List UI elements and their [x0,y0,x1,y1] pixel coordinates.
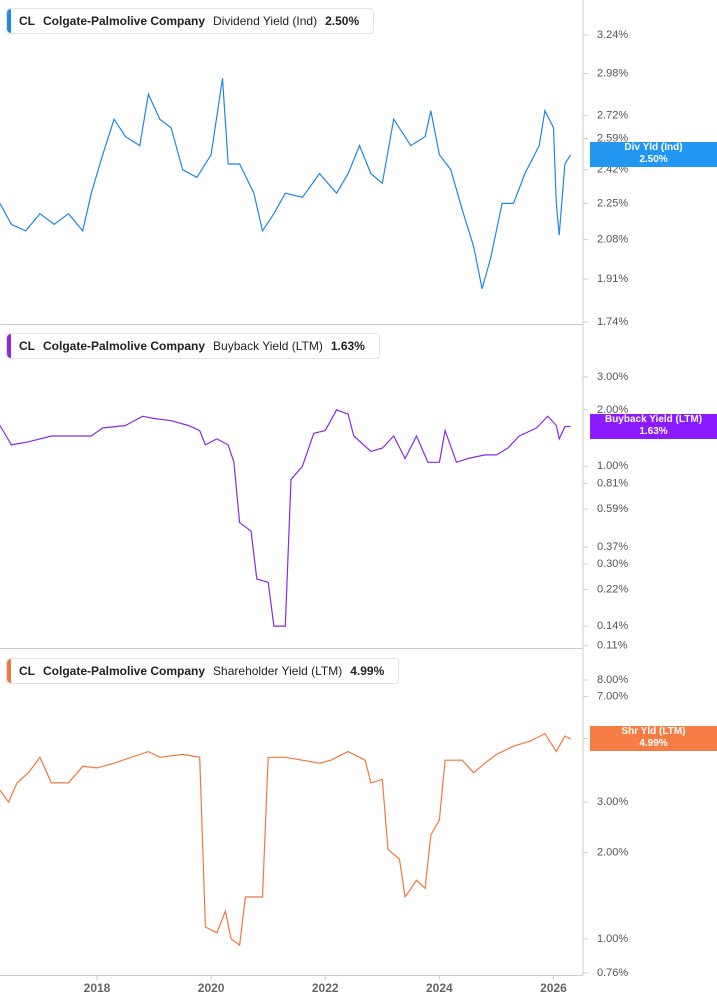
y-tick-label: 0.11% [597,640,628,652]
line-series [0,732,571,947]
metric-title: Shareholder Yield (LTM) [213,664,343,678]
x-tick-label: 2018 [84,981,111,995]
ticker: CL [19,664,35,678]
tag-value: 4.99% [639,738,668,750]
legend-header: CL Colgate-Palmolive Company Buyback Yield… [6,333,380,359]
y-tick-label: 1.91% [597,273,628,285]
y-tick-label: 2.25% [597,197,628,209]
current-value: 4.99% [350,664,385,678]
x-tick-label: 2026 [540,981,567,995]
x-tick-label: 2020 [198,981,225,995]
line-series [0,409,571,627]
y-tick-label: 0.81% [597,477,628,489]
legend-color-bar [7,659,11,683]
y-tick-label: 2.98% [597,68,628,80]
y-tick-label: 8.00% [597,674,628,686]
tag-value: 2.50% [639,154,668,166]
y-tick-label: 0.30% [597,558,628,570]
current-value-tag: Div Yld (Ind) 2.50% [590,142,717,168]
y-tick-label: 0.37% [597,541,628,553]
current-value: 2.50% [325,14,360,28]
y-tick-label: 0.22% [597,583,628,595]
y-tick-label: 0.76% [597,967,628,979]
y-tick-label: 2.59% [597,132,628,144]
tag-name: Buyback Yield (LTM) [604,414,703,426]
metric-title: Buyback Yield (LTM) [213,339,323,353]
y-tick-label: 0.59% [597,503,628,515]
tag-name: Div Yld (Ind) [624,142,683,154]
y-tick-label: 1.00% [597,460,628,472]
legend-color-bar [7,334,11,358]
ticker: CL [19,339,35,353]
tag-name: Shr Yld (LTM) [621,726,686,738]
y-tick-label: 7.00% [597,691,628,703]
legend-header: CL Colgate-Palmolive Company Dividend Yiel… [6,8,375,34]
company-name: Colgate-Palmolive Company [43,339,206,353]
y-tick-label: 2.08% [597,234,628,246]
x-tick-label: 2022 [312,981,339,995]
y-tick-label: 1.74% [597,316,628,328]
legend-color-bar [7,9,11,33]
current-value: 1.63% [330,339,365,353]
ticker: CL [19,14,35,28]
company-name: Colgate-Palmolive Company [43,664,206,678]
x-tick-label: 2024 [426,981,453,995]
y-tick-label: 1.00% [597,933,628,945]
y-tick-label: 0.14% [597,620,628,632]
y-tick-label: 3.00% [597,796,628,808]
line-series [0,78,572,289]
current-value-tag: Shr Yld (LTM) 4.99% [590,726,717,752]
company-name: Colgate-Palmolive Company [43,14,206,28]
y-tick-label: 2.72% [597,110,628,122]
metric-title: Dividend Yield (Ind) [213,14,318,28]
y-tick-label: 2.00% [597,404,628,416]
y-tick-label: 3.00% [597,371,628,383]
current-value-tag: Buyback Yield (LTM) 1.63% [590,414,717,440]
legend-header: CL Colgate-Palmolive Company Shareholder Y… [6,658,400,684]
tag-value: 1.63% [639,426,668,438]
y-tick-label: 3.24% [597,29,628,41]
y-tick-label: 2.00% [597,846,628,858]
